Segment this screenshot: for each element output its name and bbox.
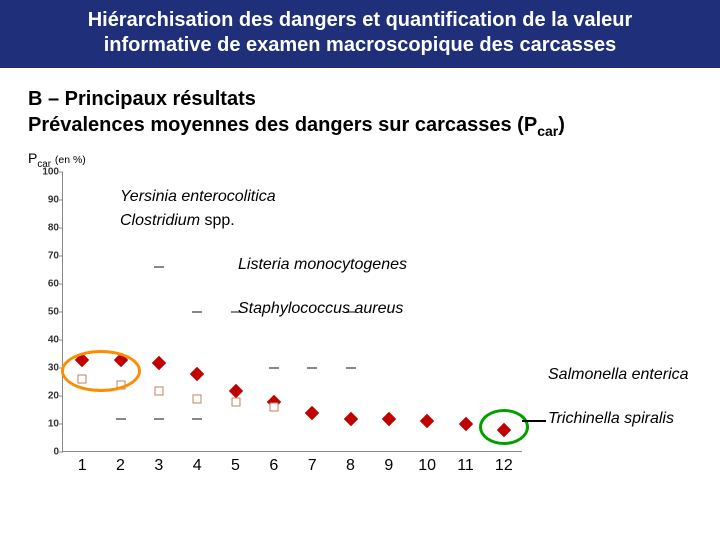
dash-marker (154, 418, 164, 420)
label-salmonella: Salmonella enterica (548, 366, 689, 384)
ser2-square-open-point (231, 397, 240, 406)
subhead: B – Principaux résultats Prévalences moy… (0, 68, 720, 146)
ser1-diamond-red-point (343, 412, 357, 426)
dash-marker (116, 418, 126, 420)
ser1-diamond-red-point (420, 414, 434, 428)
dash-marker (192, 418, 202, 420)
ser1-diamond-red-point (458, 417, 472, 431)
dash-marker (154, 266, 164, 268)
dash-marker (307, 367, 317, 369)
title-line-1: Hiérarchisation des dangers et quantific… (24, 8, 696, 33)
xtick-label: 2 (116, 451, 125, 475)
label-yersinia: Yersinia enterocolitica (120, 188, 276, 206)
ser2-square-open-point (154, 386, 163, 395)
xtick-label: 4 (193, 451, 202, 475)
xtick-label: 11 (457, 451, 474, 475)
ser1-diamond-red-point (305, 406, 319, 420)
xtick-label: 9 (384, 451, 393, 475)
highlight-ellipse (61, 350, 141, 392)
xtick-label: 12 (495, 451, 513, 475)
dash-marker (346, 367, 356, 369)
subhead-line-2: Prévalences moyennes des dangers sur car… (28, 112, 692, 140)
dash-marker (192, 311, 202, 313)
ser2-square-open-point (269, 403, 278, 412)
connector-line (522, 420, 546, 422)
subhead-line-1: B – Principaux résultats (28, 86, 692, 112)
label-staph: Staphylococcus aureus (238, 300, 403, 318)
xtick-label: 1 (78, 451, 87, 475)
chart-area: Pcar (en %) 0102030405060708090100123456… (28, 150, 692, 480)
xtick-label: 7 (308, 451, 317, 475)
ser1-diamond-red-point (382, 412, 396, 426)
title-band: Hiérarchisation des dangers et quantific… (0, 0, 720, 68)
xtick-label: 6 (269, 451, 278, 475)
ser1-diamond-red-point (152, 356, 166, 370)
dash-marker (269, 367, 279, 369)
ser2-square-open-point (193, 394, 202, 403)
label-clostridium: Clostridium spp. (120, 212, 235, 230)
xtick-label: 10 (418, 451, 436, 475)
ser1-diamond-red-point (190, 367, 204, 381)
highlight-ellipse (479, 409, 529, 445)
label-listeria: Listeria monocytogenes (238, 256, 407, 274)
label-trichinella: Trichinella spiralis (548, 410, 674, 428)
ser1-diamond-red-point (228, 384, 242, 398)
xtick-label: 5 (231, 451, 240, 475)
xtick-label: 8 (346, 451, 355, 475)
title-line-2: informative de examen macroscopique des … (24, 33, 696, 58)
xtick-label: 3 (154, 451, 163, 475)
